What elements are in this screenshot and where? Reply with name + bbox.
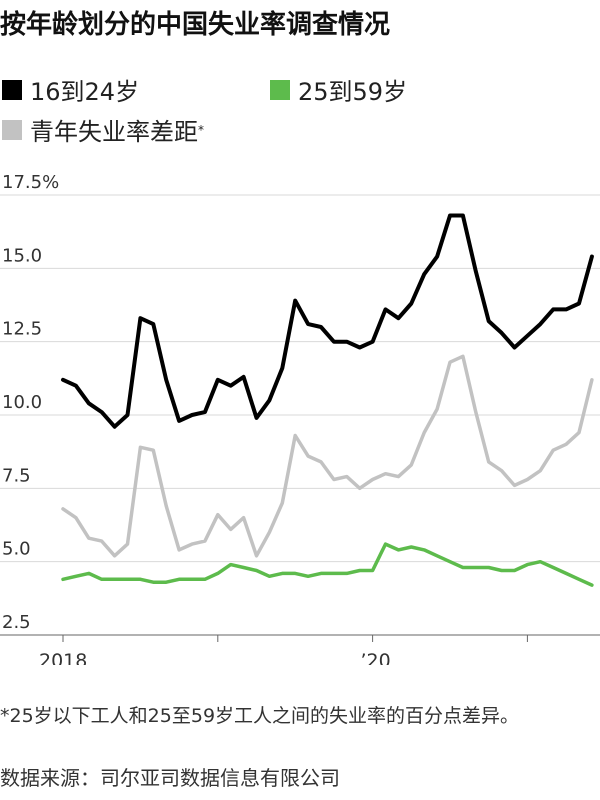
x-axis: 2018 ’20 (0, 634, 600, 665)
legend-item-gap: 青年失业率差距 * (2, 112, 204, 147)
x-tick-label: ’20 (360, 650, 390, 665)
legend-swatch-gap (2, 119, 22, 140)
legend-item-youth: 16到24岁 (2, 72, 139, 107)
chart-title: 按年龄划分的中国失业率调查情况 (0, 10, 391, 40)
y-tick-label: 7.5 (2, 465, 31, 486)
y-tick-label: 2.5 (2, 612, 31, 633)
legend-label-adult: 25到59岁 (298, 78, 408, 106)
legend-swatch-adult (270, 79, 290, 100)
y-tick-label: 17.5% (2, 172, 59, 193)
legend-label-gap: 青年失业率差距 (30, 118, 198, 146)
legend-swatch-youth (2, 79, 22, 100)
series-line-0 (61, 213, 594, 429)
legend-footnote-marker: * (198, 122, 204, 137)
x-tick-label: 2018 (39, 650, 87, 665)
footnote: *25岁以下工人和25至59岁工人之间的失业率的百分点差异。 (0, 705, 520, 727)
legend-item-adult: 25到59岁 (270, 72, 407, 107)
series-line-1 (61, 542, 594, 587)
y-tick-label: 5.0 (2, 539, 31, 560)
chart-series (61, 213, 594, 587)
legend-label-youth: 16到24岁 (30, 78, 140, 106)
line-chart: 17.5% 15.0 12.5 10.0 7.5 5.0 2.5 2018 ’20 (0, 172, 600, 665)
y-tick-label: 10.0 (2, 392, 42, 413)
chart-grid (0, 194, 600, 563)
y-tick-label: 15.0 (2, 245, 42, 266)
series-line-2 (61, 354, 594, 558)
source-note: 数据来源：司尔亚司数据信息有限公司 (0, 766, 340, 790)
y-tick-label: 12.5 (2, 319, 42, 340)
y-axis-ticks: 17.5% 15.0 12.5 10.0 7.5 5.0 2.5 (2, 172, 59, 633)
